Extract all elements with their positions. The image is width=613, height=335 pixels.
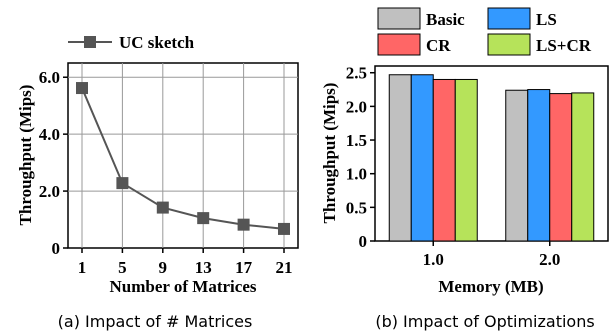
legend-label-cr: CR xyxy=(426,36,451,55)
x-tick-labels: 1 5 9 13 17 21 xyxy=(78,248,293,277)
y-tick-labels: 0 2.0 4.0 6.0 xyxy=(39,68,68,258)
bars xyxy=(388,74,595,242)
bar-basic-2-0 xyxy=(505,89,529,242)
bar-ls-cr-1-0 xyxy=(454,78,478,242)
y-axis-label: Throughput (Mips) xyxy=(16,85,35,226)
legend-label-basic: Basic xyxy=(426,10,465,29)
y-axis-label: Throughput (Mips) xyxy=(320,83,339,224)
data-point-marker xyxy=(76,82,88,95)
bar-ls-cr-2-0 xyxy=(571,92,595,242)
bar-basic-1-0 xyxy=(388,74,412,242)
x-tick-label: 21 xyxy=(276,258,293,277)
y-tick-label: 0 xyxy=(359,232,368,251)
x-tick-label: 9 xyxy=(159,258,168,277)
y-tick-label: 1.5 xyxy=(346,131,367,150)
y-tick-label: 4.0 xyxy=(39,125,60,144)
legend-swatch-ls-cr xyxy=(487,33,531,56)
x-axis-label: Memory (MB) xyxy=(438,277,543,296)
caption-a: (a) Impact of # Matrices xyxy=(58,312,253,331)
series-line-uc-sketch xyxy=(81,87,285,230)
caption-b: (b) Impact of Optimizations xyxy=(375,312,594,331)
bar-ls-2-0 xyxy=(527,89,551,242)
legend-label-ls: LS xyxy=(536,10,557,29)
x-tick-labels: 1.0 2.0 xyxy=(423,241,560,269)
y-tick-label: 0 xyxy=(52,239,61,258)
data-point-marker xyxy=(237,218,250,231)
x-axis-label: Number of Matrices xyxy=(110,277,257,296)
bar-ls-1-0 xyxy=(410,74,434,242)
series-markers xyxy=(76,82,290,235)
y-tick-label: 0.5 xyxy=(346,198,367,217)
grid-lines xyxy=(68,63,298,248)
x-tick-label: 13 xyxy=(195,258,212,277)
y-tick-label: 1.0 xyxy=(346,165,367,184)
legend-swatch-cr xyxy=(377,33,421,56)
x-tick-label: 1.0 xyxy=(423,250,444,269)
data-point-marker xyxy=(278,222,290,235)
bar-cr-2-0 xyxy=(549,93,573,242)
y-tick-label: 2.5 xyxy=(346,64,367,83)
plot-area-frame xyxy=(374,65,609,242)
legend-marker-square xyxy=(84,36,96,48)
legend-label-uc-sketch: UC sketch xyxy=(119,33,195,52)
legend-swatch-ls xyxy=(487,7,531,30)
bar-cr-1-0 xyxy=(432,78,456,242)
bar-chart-optimizations: Basic LS CR LS+CR 0 0.5 1.0 1.5 2.0 2.5 1.0 2.… xyxy=(320,7,609,331)
y-tick-label: 2.0 xyxy=(39,182,60,201)
y-tick-labels: 0 0.5 1.0 1.5 2.0 2.5 xyxy=(346,64,375,251)
x-tick-label: 5 xyxy=(118,258,127,277)
legend-swatch-basic xyxy=(377,7,421,30)
data-point-marker xyxy=(116,177,129,190)
line-chart-matrices: UC sketch 0 2.0 4.0 6.0 1 5 9 13 17 21 Throughpu… xyxy=(16,33,299,331)
data-point-marker xyxy=(197,212,210,225)
data-point-marker xyxy=(156,201,169,214)
plot-area-frame xyxy=(67,62,299,249)
y-tick-label: 2.0 xyxy=(346,97,367,116)
x-tick-label: 1 xyxy=(78,258,87,277)
x-tick-label: 2.0 xyxy=(539,250,560,269)
legend-label-ls-cr: LS+CR xyxy=(536,36,592,55)
y-tick-label: 6.0 xyxy=(39,68,60,87)
x-tick-label: 17 xyxy=(235,258,253,277)
